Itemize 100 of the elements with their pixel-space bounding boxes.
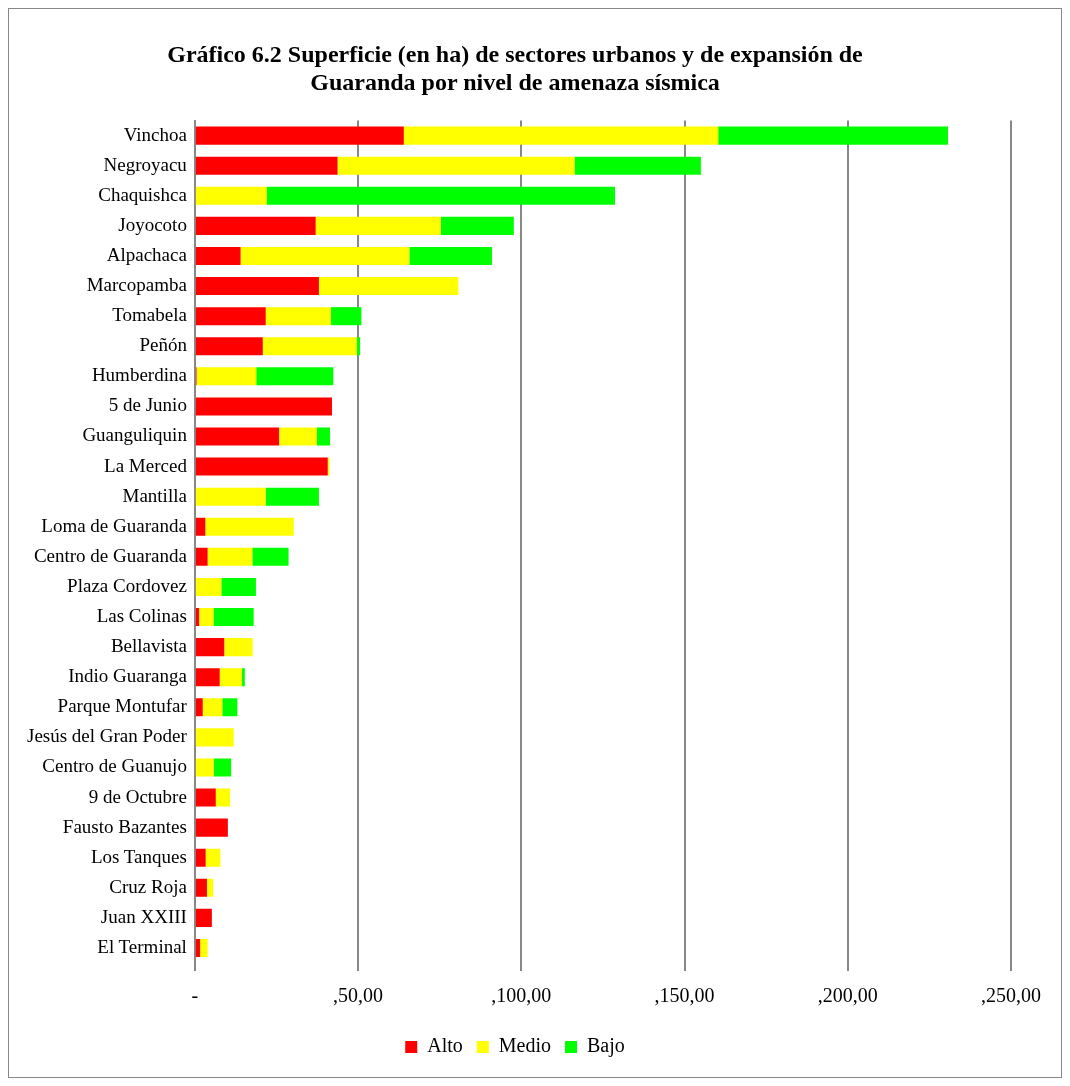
bar: [195, 307, 266, 326]
bar: [252, 547, 289, 566]
bar: [195, 517, 206, 536]
y-tick-label: Tomabela: [112, 304, 188, 326]
x-tick-label: -: [191, 984, 199, 1007]
bar: [403, 126, 719, 145]
bar: [205, 517, 294, 536]
bar: [266, 186, 616, 205]
x-tick-label: ,200,00: [817, 984, 878, 1007]
y-tick-label: Mantilla: [122, 484, 188, 506]
bar: [316, 427, 331, 446]
y-tick-label: Marcopamba: [86, 274, 188, 296]
bar: [195, 668, 220, 687]
y-tick-label: Humberdina: [91, 364, 188, 386]
bar: [195, 848, 206, 867]
bar: [718, 126, 948, 145]
bar: [195, 818, 228, 837]
bar: [265, 307, 332, 326]
legend-label: Bajo: [587, 1034, 625, 1058]
bar: [409, 246, 492, 266]
bar: [315, 216, 441, 235]
bar: [318, 277, 459, 296]
y-tick-label: Negroyacu: [103, 153, 188, 175]
y-tick-label: Alpachaca: [106, 243, 188, 265]
bar: [195, 246, 241, 266]
bar: [195, 698, 203, 717]
y-tick-label: Fausto Bazantes: [62, 815, 187, 837]
bar: [195, 427, 280, 446]
bar: [195, 547, 208, 566]
bar: [195, 938, 201, 957]
bar: [574, 156, 701, 175]
bar: [202, 698, 223, 717]
bar: [195, 728, 234, 747]
bar: [219, 668, 242, 687]
y-tick-label: Centro de Guaranda: [33, 544, 188, 566]
bar: [224, 638, 253, 657]
y-tick-label: Peñón: [139, 334, 188, 356]
bar: [215, 788, 231, 807]
bar: [195, 878, 207, 897]
y-tick-label: Centro de Guanujo: [42, 755, 187, 777]
bar: [222, 698, 238, 717]
y-tick-label: Bellavista: [110, 635, 188, 657]
y-tick-label: Vinchoa: [123, 123, 188, 145]
y-tick-label: Loma de Guaranda: [41, 514, 188, 536]
bar: [195, 337, 263, 356]
legend-label: Medio: [498, 1034, 551, 1057]
y-tick-label: Las Colinas: [96, 605, 187, 626]
y-tick-label: Juan XXIII: [100, 905, 187, 927]
bar: [206, 878, 214, 897]
bar: [207, 547, 253, 566]
bar: [196, 367, 257, 386]
y-tick-label: Joyocoto: [118, 213, 187, 235]
y-tick-label: Parque Montufar: [57, 695, 188, 717]
bar: [195, 487, 266, 506]
bar: [356, 337, 361, 356]
y-tick-label: Indio Guaranga: [68, 665, 188, 687]
bar: [241, 668, 245, 687]
bar: [195, 758, 214, 777]
bar: [195, 156, 338, 175]
bar: [213, 607, 254, 627]
bar: [195, 908, 212, 927]
bar: [440, 216, 514, 235]
y-tick-label: Guanguliquin: [82, 424, 188, 446]
y-tick-label: Plaza Cordovez: [67, 574, 187, 596]
bar: [256, 367, 334, 386]
bar: [195, 216, 316, 235]
y-tick-label: Chaquishca: [98, 183, 188, 205]
bar: [195, 788, 216, 807]
bar: [262, 337, 357, 356]
y-tick-label: La Merced: [104, 454, 188, 476]
bar: [195, 457, 328, 476]
bar: [221, 577, 256, 596]
bar: [195, 577, 222, 596]
bar: [205, 848, 221, 867]
y-tick-label: El Terminal: [97, 935, 187, 957]
y-tick-label: Jesús del Gran Poder: [27, 725, 188, 747]
bar: [195, 638, 225, 657]
bar: [195, 607, 200, 627]
y-tick-label: Los Tanques: [90, 845, 187, 867]
y-tick-label: Cruz Roja: [109, 875, 188, 897]
bar: [195, 277, 319, 296]
chart-title: Gráfico 6.2 Superficie (en ha) de sectores urbanos y de expansión de Guaranda por nivel de amenaza sísmica: [167, 40, 864, 96]
bar: [195, 126, 404, 145]
x-tick-label: ,150,00: [654, 984, 715, 1007]
bar: [200, 938, 208, 957]
bar: [279, 427, 317, 446]
x-tick-label: ,100,00: [491, 984, 552, 1007]
bar: [195, 186, 267, 205]
bar: [337, 156, 575, 175]
bar: [195, 397, 332, 416]
x-tick-label: ,50,00: [333, 984, 384, 1007]
y-tick-label: 5 de Junio: [108, 394, 187, 416]
y-tick-label: 9 de Octubre: [88, 785, 187, 807]
bar: [213, 758, 232, 777]
bar: [199, 607, 214, 627]
bar: [265, 487, 319, 506]
legend-label: Alto: [427, 1034, 463, 1057]
x-tick-label: ,250,00: [981, 984, 1041, 1007]
bar: [331, 307, 362, 326]
bar: [240, 246, 410, 266]
